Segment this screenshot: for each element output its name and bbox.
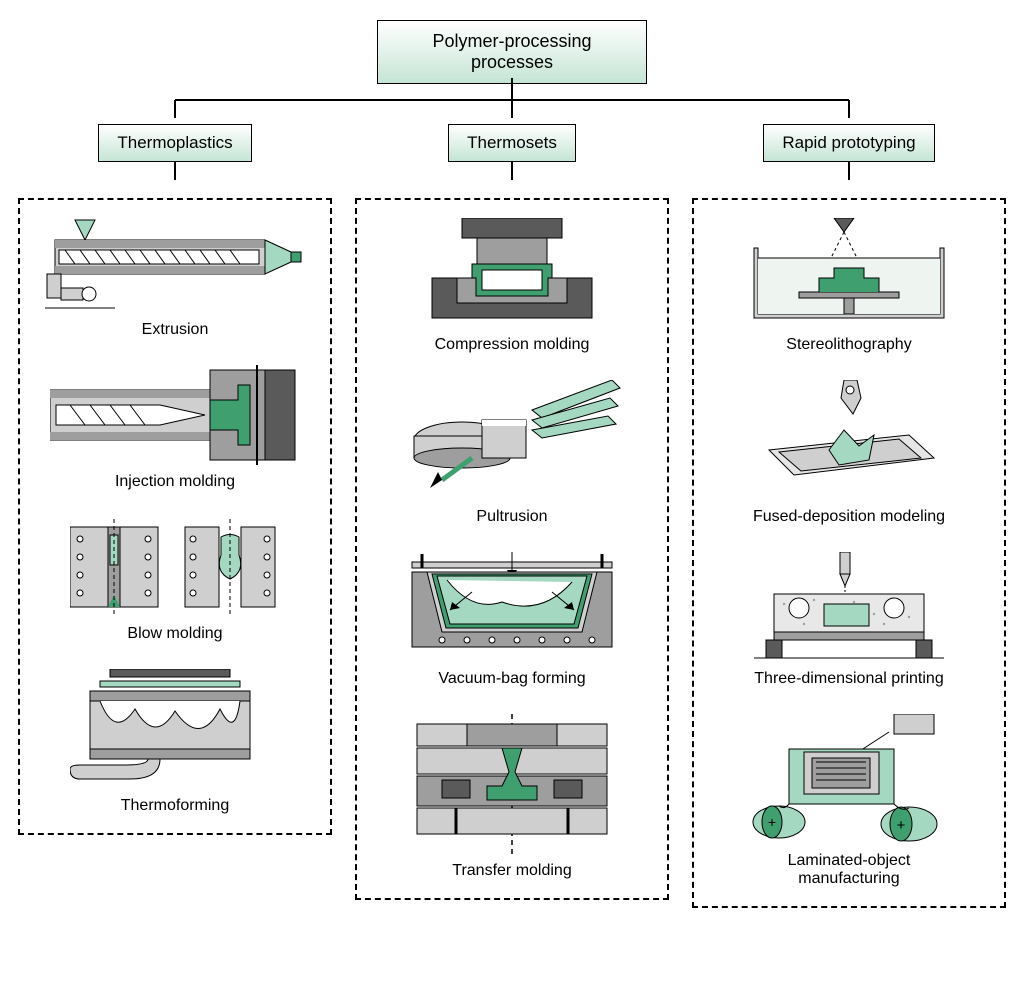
item-extrusion: Extrusion xyxy=(45,218,305,339)
item-pultrusion: Pultrusion xyxy=(402,380,622,526)
3d-printing-icon xyxy=(744,552,954,662)
item-label: Laminated-objectmanufacturing xyxy=(788,852,911,888)
extrusion-icon xyxy=(45,218,305,313)
pultrusion-icon xyxy=(402,380,622,500)
stereolithography-icon xyxy=(744,218,954,328)
item-injection-molding: Injection molding xyxy=(50,365,300,491)
item-lom: + + Laminated-objectmanufacturing xyxy=(734,714,964,888)
item-label: Compression molding xyxy=(435,336,590,354)
blow-molding-icon xyxy=(70,517,280,617)
item-label: Pultrusion xyxy=(476,508,547,526)
svg-text:+: + xyxy=(897,817,906,834)
title-box: Polymer-processingprocesses xyxy=(377,20,647,84)
item-label: Vacuum-bag forming xyxy=(438,670,585,688)
item-3d-printing: Three-dimensional printing xyxy=(744,552,954,688)
item-label: Stereolithography xyxy=(786,336,911,354)
category-thermosets: Thermosets xyxy=(448,124,576,162)
item-stereolithography: Stereolithography xyxy=(744,218,954,354)
item-label: Fused-deposition modeling xyxy=(753,508,945,526)
item-vacuum-bag-forming: Vacuum-bag forming xyxy=(402,552,622,688)
lom-icon: + + xyxy=(734,714,964,844)
injection-molding-icon xyxy=(50,365,300,465)
thermosets-items: Compression molding xyxy=(355,198,669,900)
item-label: Three-dimensional printing xyxy=(754,670,943,688)
item-thermoforming: Thermoforming xyxy=(70,669,280,815)
item-label: Extrusion xyxy=(142,321,209,339)
item-transfer-molding: Transfer molding xyxy=(407,714,617,880)
svg-text:+: + xyxy=(768,814,776,830)
item-label: Injection molding xyxy=(115,473,235,491)
category-thermoplastics: Thermoplastics xyxy=(98,124,251,162)
item-fdm: Fused-deposition modeling xyxy=(749,380,949,526)
compression-molding-icon xyxy=(422,218,602,328)
thermoplastics-items: Extrusion Injection xyxy=(18,198,332,835)
category-rapid-prototyping: Rapid prototyping xyxy=(763,124,934,162)
thermoforming-icon xyxy=(70,669,280,789)
item-compression-molding: Compression molding xyxy=(422,218,602,354)
item-blow-molding: Blow molding xyxy=(70,517,280,643)
item-label: Transfer molding xyxy=(452,862,571,880)
vacuum-bag-icon xyxy=(402,552,622,662)
transfer-molding-icon xyxy=(407,714,617,854)
item-label: Blow molding xyxy=(127,625,222,643)
rapid-prototyping-items: Stereolithography Fused-deposition model… xyxy=(692,198,1006,908)
item-label: Thermoforming xyxy=(121,797,229,815)
fdm-icon xyxy=(749,380,949,500)
